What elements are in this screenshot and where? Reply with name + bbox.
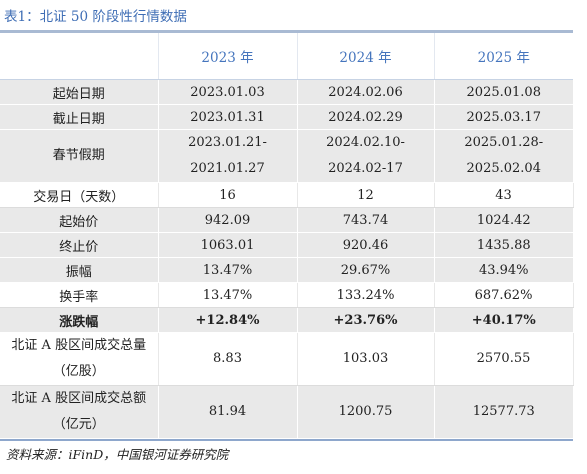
cell-2024: 12 (297, 182, 435, 208)
cell-line: 2025.02.04 (466, 161, 541, 176)
row-label: 振幅 (0, 257, 159, 283)
cell-2023: +12.84% (158, 307, 298, 333)
cell-2024: 2024.02.29 (297, 104, 435, 130)
cell-2024: 920.46 (297, 232, 435, 258)
table-row-end-date: 截止日期 2023.01.31 2024.02.29 2025.03.17 (0, 104, 573, 130)
cell-2023: 13.47% (158, 282, 298, 308)
cell-2024: 133.24% (297, 282, 435, 308)
cell-2025: 2025.01.08 (434, 79, 573, 105)
table-row-trading-days: 交易日（天数） 16 12 43 (0, 182, 574, 208)
cell-2024: 2024.02.10- 2024.02-17 (297, 129, 435, 183)
row-label-line: （亿元） (52, 417, 105, 432)
table-row-holiday: 春节假期 2023.01.21- 2021.01.27 2024.02.10- … (0, 129, 573, 183)
cell-line: 2023.01.21- (188, 135, 267, 150)
cell-2025: 2025.03.17 (434, 104, 573, 130)
row-label-line: 北证 A 股区间成交总量 (11, 338, 147, 353)
cell-2025: 2025.01.28- 2025.02.04 (434, 129, 573, 183)
cell-2025: 43 (434, 182, 574, 208)
row-label: 换手率 (0, 282, 159, 308)
table-row-turnover: 换手率 13.47% 133.24% 687.62% (0, 282, 574, 308)
table-row-change: 涨跌幅 +12.84% +23.76% +40.17% (0, 307, 573, 333)
data-table-container: 2023 年 2024 年 2025 年 起始日期 2023.01.03 202… (0, 30, 574, 441)
cell-2023: 2023.01.21- 2021.01.27 (158, 129, 298, 183)
table-row-start-date: 起始日期 2023.01.03 2024.02.06 2025.01.08 (0, 79, 573, 105)
cell-2024: 103.03 (297, 332, 435, 386)
cell-2025: 43.94% (434, 257, 573, 283)
cell-2025: 1435.88 (434, 232, 573, 258)
header-cell-2025: 2025 年 (434, 33, 573, 80)
cell-2024: 1200.75 (297, 385, 435, 439)
source-note: 资料来源：iFinD，中国银河证券研究院 (6, 447, 229, 462)
header-cell-2024: 2024 年 (297, 33, 435, 80)
cell-line: 2021.01.27 (190, 161, 265, 176)
table-row-amount: 北证 A 股区间成交总额 （亿元） 81.94 1200.75 12577.73 (0, 385, 573, 439)
header-cell-2023: 2023 年 (158, 33, 298, 80)
cell-line: 2025.01.28- (464, 135, 544, 150)
row-label: 春节假期 (0, 129, 159, 183)
cell-2025: 687.62% (434, 282, 574, 308)
cell-2023: 81.94 (158, 385, 298, 439)
row-label: 起始日期 (0, 79, 159, 105)
table-row-amplitude: 振幅 13.47% 29.67% 43.94% (0, 257, 573, 283)
cell-2025: 12577.73 (434, 385, 573, 439)
cell-line: 2024.02-17 (328, 161, 403, 176)
row-label: 截止日期 (0, 104, 159, 130)
row-label-line: （亿股） (52, 364, 105, 379)
cell-2023: 16 (158, 182, 298, 208)
table-row-end-price: 终止价 1063.01 920.46 1435.88 (0, 232, 573, 258)
cell-2023: 1063.01 (158, 232, 298, 258)
table-caption: 表1：北证 50 阶段性行情数据 (4, 9, 187, 25)
cell-2023: 2023.01.03 (158, 79, 298, 105)
cell-2024: 2024.02.06 (297, 79, 435, 105)
cell-2025: 1024.42 (434, 207, 573, 233)
table-row-start-price: 起始价 942.09 743.74 1024.42 (0, 207, 573, 233)
row-label: 起始价 (0, 207, 159, 233)
data-table: 2023 年 2024 年 2025 年 起始日期 2023.01.03 202… (0, 33, 574, 439)
header-row: 2023 年 2024 年 2025 年 (0, 33, 573, 80)
cell-2023: 942.09 (158, 207, 298, 233)
row-label: 终止价 (0, 232, 159, 258)
cell-2024: 743.74 (297, 207, 435, 233)
cell-2024: 29.67% (297, 257, 435, 283)
cell-2025: +40.17% (434, 307, 573, 333)
cell-line: 2024.02.10- (326, 135, 405, 150)
row-label-line: 北证 A 股区间成交总额 (11, 391, 147, 406)
row-label: 北证 A 股区间成交总额 （亿元） (0, 385, 159, 439)
row-label: 交易日（天数） (0, 182, 159, 208)
cell-2025: 2570.55 (434, 332, 574, 386)
row-label: 北证 A 股区间成交总量 （亿股） (0, 332, 159, 386)
cell-2023: 2023.01.31 (158, 104, 298, 130)
cell-2023: 13.47% (158, 257, 298, 283)
cell-2023: 8.83 (158, 332, 298, 386)
cell-2024: +23.76% (297, 307, 435, 333)
row-label: 涨跌幅 (0, 307, 159, 333)
table-row-volume: 北证 A 股区间成交总量 （亿股） 8.83 103.03 2570.55 (0, 332, 574, 386)
header-cell-blank (0, 33, 159, 80)
